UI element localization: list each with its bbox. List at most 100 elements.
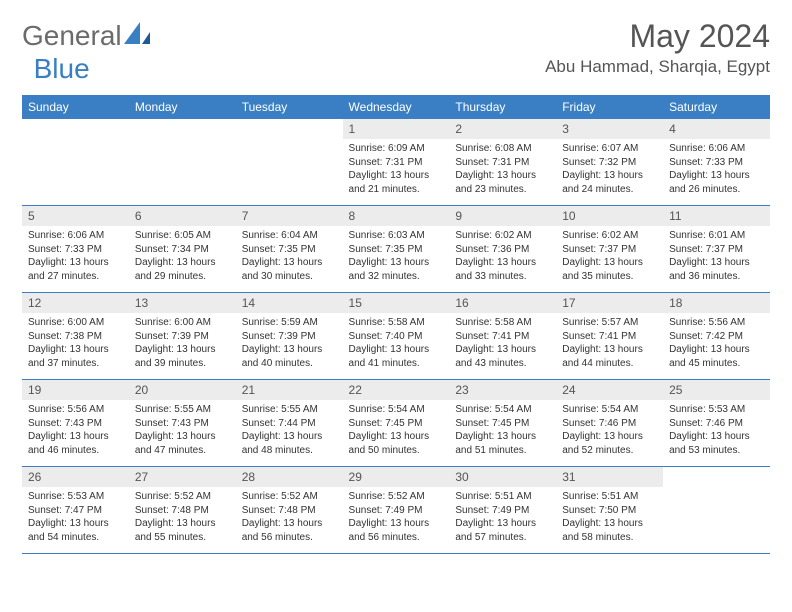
calendar-day-cell: 30Sunrise: 5:51 AMSunset: 7:49 PMDayligh… <box>449 467 556 554</box>
day-details: Sunrise: 6:08 AMSunset: 7:31 PMDaylight:… <box>449 139 556 202</box>
calendar-day-cell: 26 Sunrise: 5:53 AMSunset: 7:47 PMDayligh… <box>22 467 129 554</box>
day-details: Sunrise: 5:55 AMSunset: 7:44 PMDaylight:… <box>236 400 343 463</box>
day-number: 31 <box>556 467 663 487</box>
day-details: Sunrise: 5:58 AMSunset: 7:40 PMDaylight:… <box>343 313 450 376</box>
day-number: 22 <box>343 380 450 400</box>
day-number: 1 <box>343 119 450 139</box>
calendar-day-cell: 10Sunrise: 6:02 AMSunset: 7:37 PMDayligh… <box>556 206 663 293</box>
daylight-text: Daylight: 13 hours and 53 minutes. <box>669 430 764 457</box>
day-number: 16 <box>449 293 556 313</box>
calendar-page: General May 2024 Abu Hammad, Sharqia, Eg… <box>0 0 792 572</box>
sunset-text: Sunset: 7:47 PM <box>28 504 123 518</box>
sunset-text: Sunset: 7:48 PM <box>242 504 337 518</box>
day-number: 26 <box>22 467 129 487</box>
sunset-text: Sunset: 7:41 PM <box>455 330 550 344</box>
day-details: Sunrise: 5:52 AMSunset: 7:48 PMDaylight:… <box>129 487 236 550</box>
day-details: Sunrise: 5:57 AMSunset: 7:41 PMDaylight:… <box>556 313 663 376</box>
daylight-text: Daylight: 13 hours and 41 minutes. <box>349 343 444 370</box>
sunset-text: Sunset: 7:36 PM <box>455 243 550 257</box>
daylight-text: Daylight: 13 hours and 26 minutes. <box>669 169 764 196</box>
day-number: 23 <box>449 380 556 400</box>
sunrise-text: Sunrise: 5:59 AM <box>242 316 337 330</box>
day-number: 24 <box>556 380 663 400</box>
day-details: Sunrise: 5:54 AMSunset: 7:45 PMDaylight:… <box>449 400 556 463</box>
day-number: 18 <box>663 293 770 313</box>
day-number: 5 <box>22 206 129 226</box>
day-details: Sunrise: 5:56 AMSunset: 7:42 PMDaylight:… <box>663 313 770 376</box>
sunrise-text: Sunrise: 5:56 AM <box>28 403 123 417</box>
calendar-day-cell: 29Sunrise: 5:52 AMSunset: 7:49 PMDayligh… <box>343 467 450 554</box>
sunset-text: Sunset: 7:38 PM <box>28 330 123 344</box>
sunrise-text: Sunrise: 5:53 AM <box>28 490 123 504</box>
calendar-week-row: 1Sunrise: 6:09 AMSunset: 7:31 PMDaylight… <box>22 119 770 206</box>
calendar-day-cell: 31Sunrise: 5:51 AMSunset: 7:50 PMDayligh… <box>556 467 663 554</box>
daylight-text: Daylight: 13 hours and 47 minutes. <box>135 430 230 457</box>
calendar-day-cell: 11Sunrise: 6:01 AMSunset: 7:37 PMDayligh… <box>663 206 770 293</box>
sunset-text: Sunset: 7:35 PM <box>242 243 337 257</box>
calendar-week-row: 12Sunrise: 6:00 AMSunset: 7:38 PMDayligh… <box>22 293 770 380</box>
calendar-day-cell: 21Sunrise: 5:55 AMSunset: 7:44 PMDayligh… <box>236 380 343 467</box>
sunrise-text: Sunrise: 6:09 AM <box>349 142 444 156</box>
sunset-text: Sunset: 7:39 PM <box>135 330 230 344</box>
day-details: Sunrise: 6:06 AMSunset: 7:33 PMDaylight:… <box>22 226 129 289</box>
sunset-text: Sunset: 7:32 PM <box>562 156 657 170</box>
day-number: 8 <box>343 206 450 226</box>
daylight-text: Daylight: 13 hours and 52 minutes. <box>562 430 657 457</box>
daylight-text: Daylight: 13 hours and 35 minutes. <box>562 256 657 283</box>
brand-part2: Blue <box>34 53 90 84</box>
sunrise-text: Sunrise: 5:51 AM <box>562 490 657 504</box>
sunset-text: Sunset: 7:49 PM <box>349 504 444 518</box>
daylight-text: Daylight: 13 hours and 40 minutes. <box>242 343 337 370</box>
daylight-text: Daylight: 13 hours and 36 minutes. <box>669 256 764 283</box>
day-number: 3 <box>556 119 663 139</box>
day-number: 7 <box>236 206 343 226</box>
day-number: 10 <box>556 206 663 226</box>
day-details: Sunrise: 5:56 AMSunset: 7:43 PMDaylight:… <box>22 400 129 463</box>
day-number: 12 <box>22 293 129 313</box>
calendar-day-cell: 20Sunrise: 5:55 AMSunset: 7:43 PMDayligh… <box>129 380 236 467</box>
daylight-text: Daylight: 13 hours and 46 minutes. <box>28 430 123 457</box>
day-number: 9 <box>449 206 556 226</box>
daylight-text: Daylight: 13 hours and 56 minutes. <box>242 517 337 544</box>
sunrise-text: Sunrise: 5:57 AM <box>562 316 657 330</box>
sunset-text: Sunset: 7:34 PM <box>135 243 230 257</box>
day-number: 14 <box>236 293 343 313</box>
day-details: Sunrise: 6:07 AMSunset: 7:32 PMDaylight:… <box>556 139 663 202</box>
day-number: 6 <box>129 206 236 226</box>
day-number: 21 <box>236 380 343 400</box>
calendar-day-cell: 12Sunrise: 6:00 AMSunset: 7:38 PMDayligh… <box>22 293 129 380</box>
sunrise-text: Sunrise: 5:54 AM <box>562 403 657 417</box>
daylight-text: Daylight: 13 hours and 32 minutes. <box>349 256 444 283</box>
day-details: Sunrise: 5:59 AMSunset: 7:39 PMDaylight:… <box>236 313 343 376</box>
weekday-header: Thursday <box>449 95 556 119</box>
sunset-text: Sunset: 7:44 PM <box>242 417 337 431</box>
day-details: Sunrise: 5:55 AMSunset: 7:43 PMDaylight:… <box>129 400 236 463</box>
daylight-text: Daylight: 13 hours and 58 minutes. <box>562 517 657 544</box>
location-text: Abu Hammad, Sharqia, Egypt <box>545 57 770 77</box>
daylight-text: Daylight: 13 hours and 27 minutes. <box>28 256 123 283</box>
sunset-text: Sunset: 7:40 PM <box>349 330 444 344</box>
weekday-header: Friday <box>556 95 663 119</box>
daylight-text: Daylight: 13 hours and 24 minutes. <box>562 169 657 196</box>
day-details: Sunrise: 5:51 AMSunset: 7:49 PMDaylight:… <box>449 487 556 550</box>
weekday-header: Sunday <box>22 95 129 119</box>
daylight-text: Daylight: 13 hours and 54 minutes. <box>28 517 123 544</box>
calendar-day-cell <box>663 467 770 554</box>
day-details: Sunrise: 6:01 AMSunset: 7:37 PMDaylight:… <box>663 226 770 289</box>
sunrise-text: Sunrise: 6:03 AM <box>349 229 444 243</box>
daylight-text: Daylight: 13 hours and 33 minutes. <box>455 256 550 283</box>
calendar-day-cell: 19Sunrise: 5:56 AMSunset: 7:43 PMDayligh… <box>22 380 129 467</box>
calendar-day-cell: 6Sunrise: 6:05 AMSunset: 7:34 PMDaylight… <box>129 206 236 293</box>
daylight-text: Daylight: 13 hours and 56 minutes. <box>349 517 444 544</box>
sunrise-text: Sunrise: 6:06 AM <box>28 229 123 243</box>
sunset-text: Sunset: 7:33 PM <box>669 156 764 170</box>
sunset-text: Sunset: 7:46 PM <box>562 417 657 431</box>
calendar-day-cell: 14Sunrise: 5:59 AMSunset: 7:39 PMDayligh… <box>236 293 343 380</box>
day-details: Sunrise: 6:00 AMSunset: 7:39 PMDaylight:… <box>129 313 236 376</box>
sunset-text: Sunset: 7:43 PM <box>28 417 123 431</box>
sunrise-text: Sunrise: 5:55 AM <box>242 403 337 417</box>
day-details: Sunrise: 6:04 AMSunset: 7:35 PMDaylight:… <box>236 226 343 289</box>
calendar-day-cell: 5Sunrise: 6:06 AMSunset: 7:33 PMDaylight… <box>22 206 129 293</box>
day-details: Sunrise: 5:53 AMSunset: 7:46 PMDaylight:… <box>663 400 770 463</box>
sunrise-text: Sunrise: 6:01 AM <box>669 229 764 243</box>
